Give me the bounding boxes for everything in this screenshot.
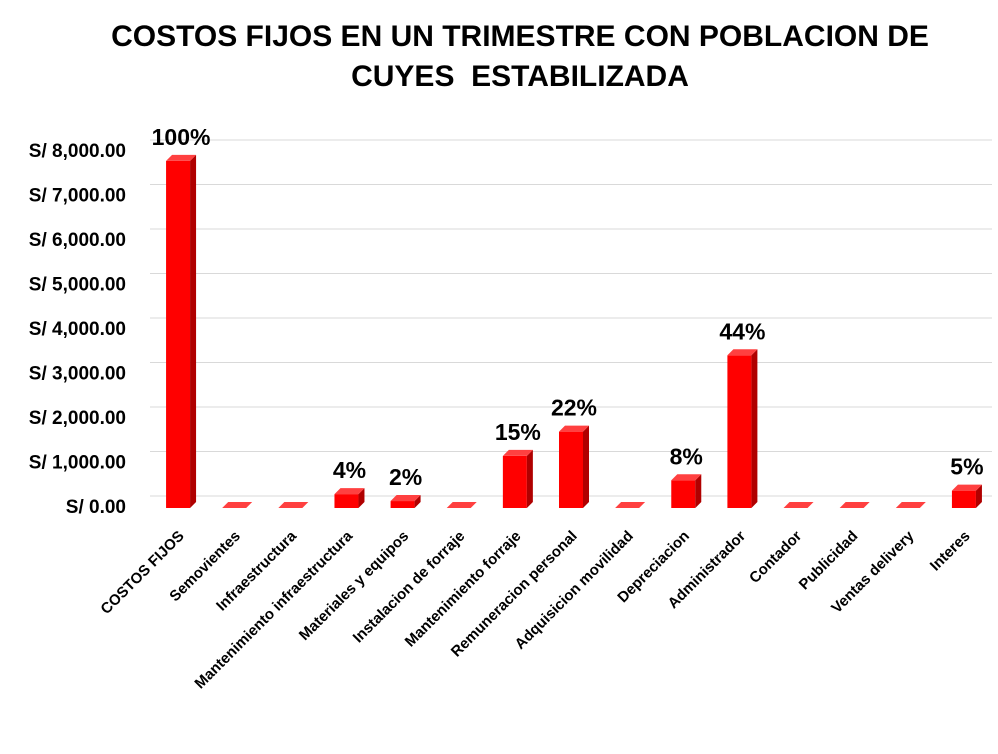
bar-front [671,480,696,508]
x-tick-label: COSTOS FIJOS [97,528,187,618]
bar-top [615,502,646,508]
bar-front [727,355,752,508]
bar-side [583,425,589,508]
data-label: 22% [551,395,597,421]
bar-top [783,502,814,508]
bar [166,154,197,508]
bar-top [502,449,533,456]
data-label: 8% [670,443,703,469]
bar-top [446,502,477,508]
bar-top [559,425,589,432]
bar-side [751,349,758,508]
bar-top [166,154,197,161]
bar [727,349,758,508]
bar [951,484,982,508]
bar-front [559,431,583,508]
data-label: 44% [719,318,765,344]
bar-top [951,484,982,491]
data-label: 2% [389,464,422,490]
bar-front [166,160,191,508]
bar [334,488,365,508]
bar-front [390,501,415,508]
bar-front [334,494,359,508]
bar-top [839,502,870,508]
x-tick-label: Instalacion de forraje [350,528,469,647]
data-label: 4% [333,457,366,483]
data-label: 5% [950,454,983,480]
bar-top [334,488,365,495]
bar [839,502,870,508]
bar-top [278,502,309,508]
y-tick-label: S/ 2,000.00 [29,408,126,429]
x-tick-label: Contador [746,528,805,587]
y-tick-label: S/ 8,000.00 [29,141,126,162]
bar-top [895,502,926,508]
bar [615,502,646,508]
bar-side [975,484,982,508]
bar [222,502,253,508]
y-tick-label: S/ 3,000.00 [29,364,126,385]
data-label: 100% [152,124,211,150]
y-tick-label: S/ 7,000.00 [29,186,126,207]
y-tick-label: S/ 1,000.00 [29,453,126,474]
bar [671,474,702,508]
bar-side [526,449,533,508]
x-tick-label: Interes [927,528,974,575]
chart-title: COSTOS FIJOS EN UN TRIMESTRE CON POBLACI… [111,20,929,93]
bar-top [390,495,421,502]
bar [783,502,814,508]
y-tick-label: S/ 6,000.00 [29,230,126,251]
bar [446,502,477,508]
bar-front [951,490,976,508]
bar-top [222,502,253,508]
bar-side [358,488,365,508]
y-tick-label: S/ 5,000.00 [29,275,126,296]
x-tick-label: Materiales y equipos [296,528,412,644]
bar [278,502,309,508]
bar-top [671,474,702,481]
bar-side [695,474,702,508]
y-tick-label: S/ 0.00 [66,497,126,518]
bar [559,425,589,508]
bar-front [502,455,527,508]
bar [502,449,533,508]
y-tick-label: S/ 4,000.00 [29,319,126,340]
bar-top [727,349,758,356]
data-label: 15% [495,419,541,445]
bar [895,502,926,508]
bar [390,495,421,508]
bar-side [414,495,421,508]
bar-side [190,154,197,508]
